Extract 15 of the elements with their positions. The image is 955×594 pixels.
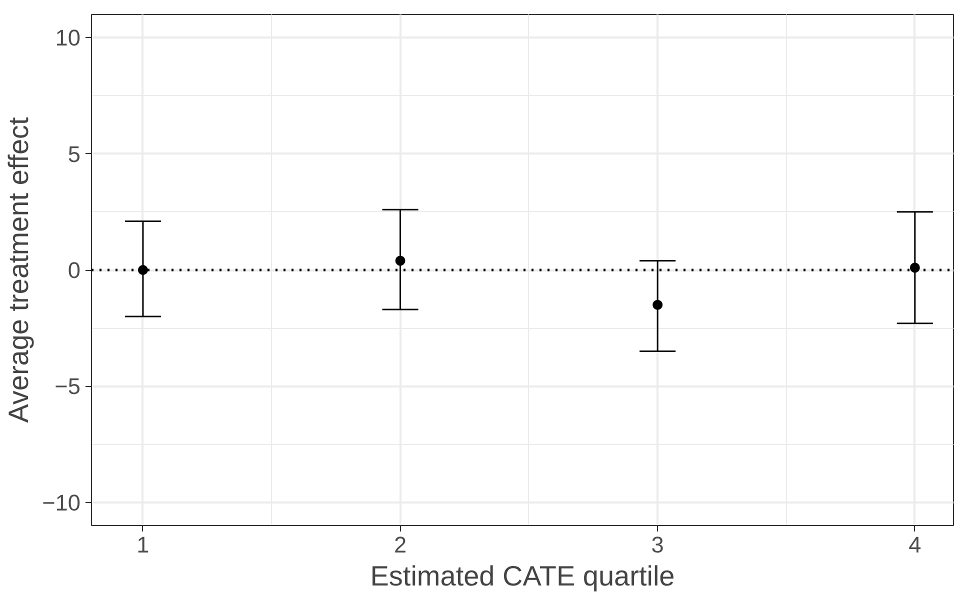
point [910,262,920,273]
x-tick-label: 1 [136,532,150,558]
point [395,256,406,266]
y-tick-label: −10 [42,489,81,516]
point [652,300,663,310]
y-axis-title: Average treatment effect [3,116,34,423]
y-tick-label: −5 [54,373,81,400]
point [138,265,148,275]
x-tick-label: 4 [908,532,922,558]
y-tick-label: 5 [68,140,81,167]
x-axis-title: Estimated CATE quartile [370,560,675,592]
y-tick-label: 10 [55,24,80,51]
y-tick-label: 0 [68,257,81,283]
x-tick-label: 2 [394,532,407,558]
x-tick-label: 3 [651,532,664,558]
